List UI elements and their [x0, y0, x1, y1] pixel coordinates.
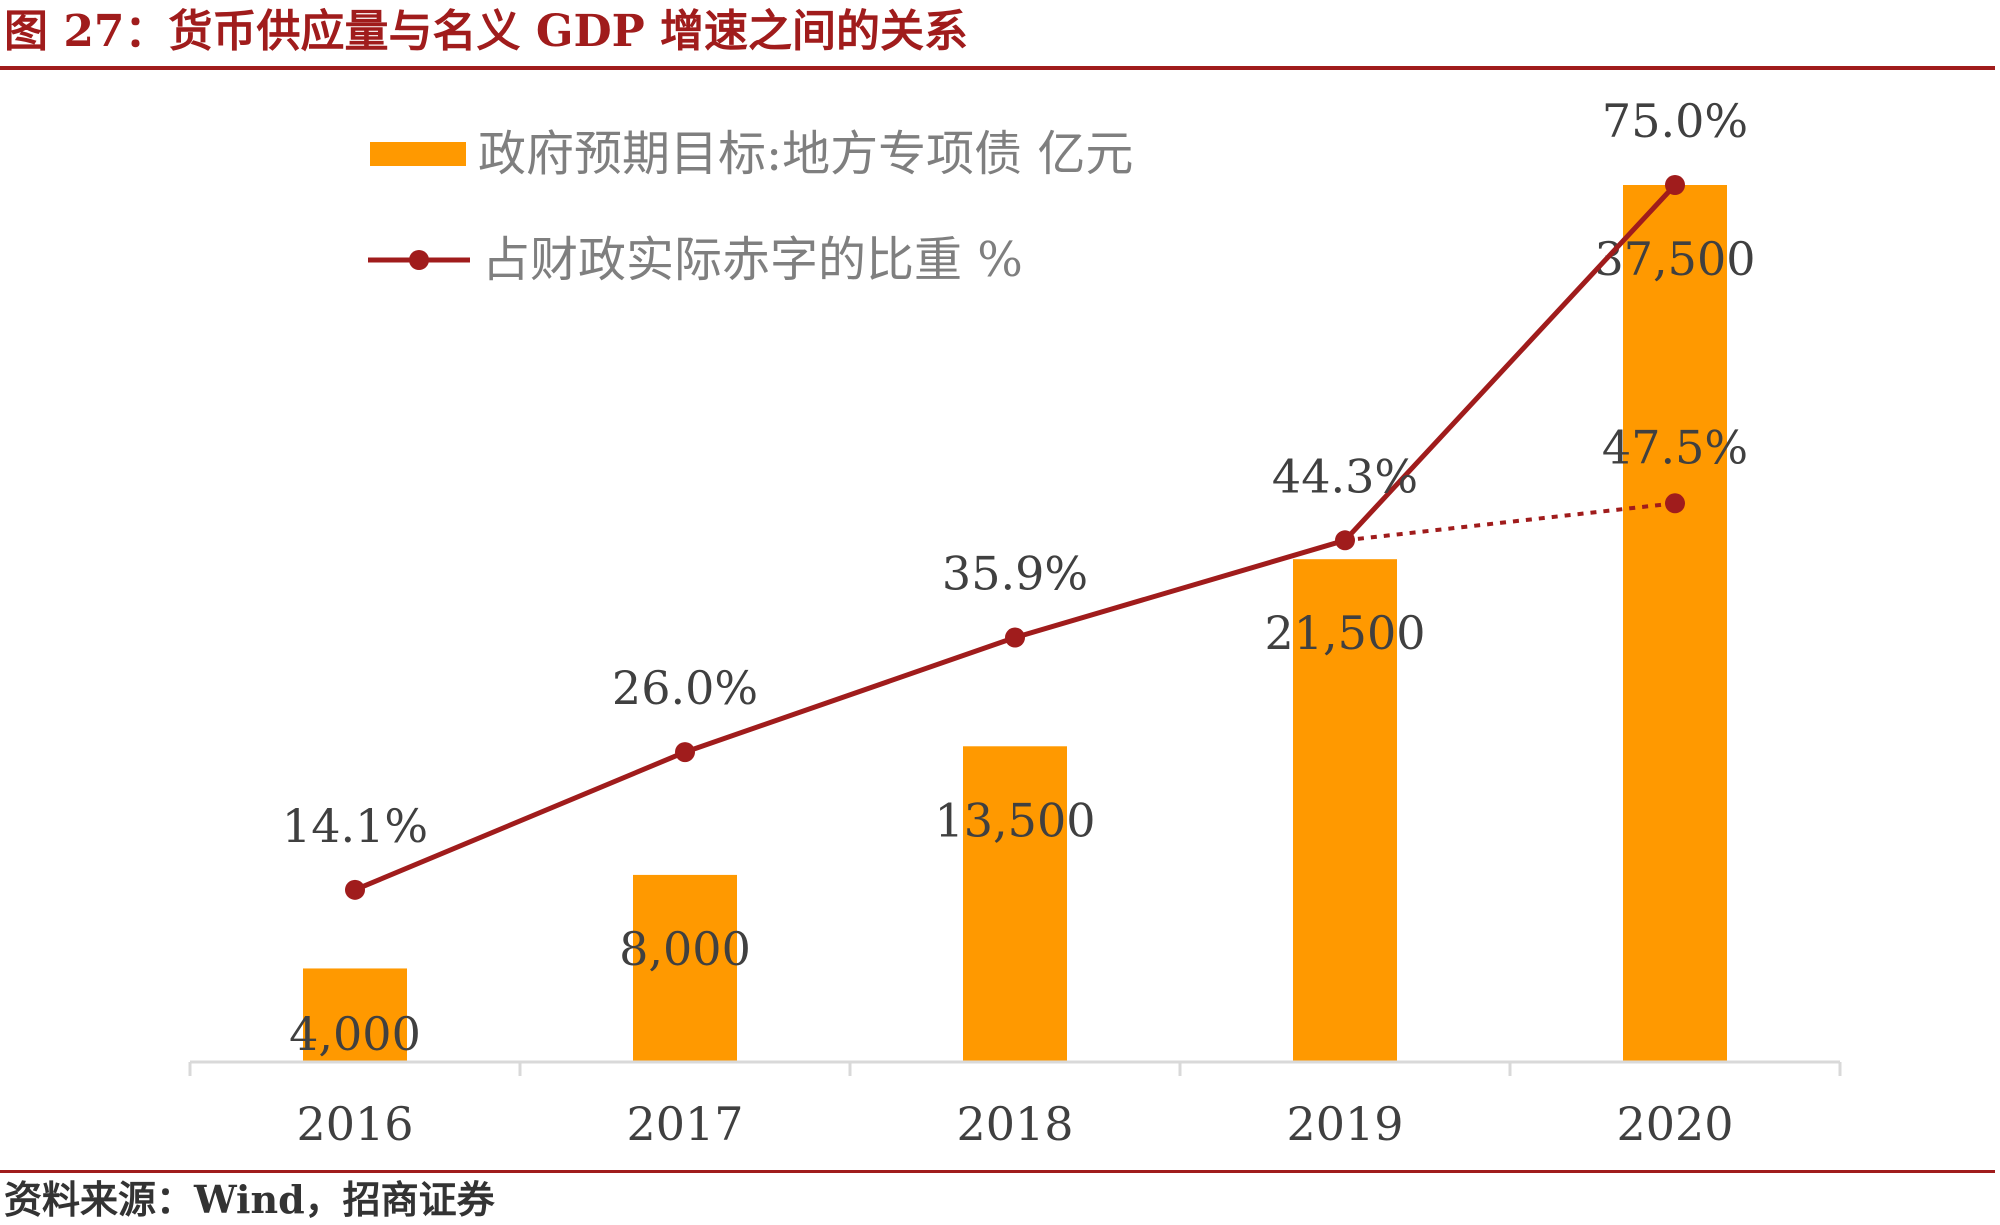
bar-label-2020: 37,500: [1595, 232, 1756, 286]
x-tick-label-2016: 2016: [296, 1097, 413, 1151]
line-point-2020: [1665, 175, 1685, 195]
bar-label-2019: 21,500: [1265, 606, 1426, 660]
legend-bar-label: 政府预期目标:地方专项债 亿元: [478, 126, 1133, 182]
title-divider: [0, 66, 1995, 70]
x-tick-label-2020: 2020: [1616, 1097, 1733, 1151]
bar-2018: [963, 746, 1067, 1062]
bar-2017: [633, 874, 737, 1062]
line-label-2020: 75.0%: [1602, 94, 1748, 148]
x-tick-label-2017: 2017: [626, 1097, 743, 1151]
projection-label-2020: 47.5%: [1602, 420, 1748, 474]
projection-dotted-line: [1344, 501, 1676, 543]
line-label-2017: 26.0%: [612, 661, 758, 715]
line-label-2016: 14.1%: [282, 799, 428, 853]
bar-label-2018: 13,500: [935, 793, 1096, 847]
legend-line-marker: [409, 250, 429, 270]
source-divider: [0, 1170, 1995, 1173]
legend-line-label: 占财政实际赤字的比重 %: [482, 232, 1023, 288]
bar-label-2017: 8,000: [619, 922, 751, 976]
bar-2020: [1623, 185, 1727, 1062]
legend-bar-swatch: [370, 142, 466, 166]
x-tick-label-2018: 2018: [956, 1097, 1073, 1151]
source-note: 资料来源：Wind，招商证券: [4, 1177, 495, 1222]
bar-label-2016: 4,000: [289, 1007, 421, 1061]
x-tick-label-2019: 2019: [1286, 1097, 1403, 1151]
line-label-2019: 44.3%: [1272, 449, 1418, 503]
figure-title: 图 27：货币供应量与名义 GDP 增速之间的关系: [4, 6, 969, 57]
bar-2019: [1293, 559, 1397, 1062]
line-point-2016: [345, 879, 365, 900]
bar-2016: [303, 968, 407, 1062]
line-point-2017: [675, 742, 695, 763]
projection-point-2020: [1665, 493, 1685, 514]
line-label-2018: 35.9%: [942, 547, 1088, 601]
line-point-2018: [1005, 627, 1025, 648]
line-point-2019: [1335, 530, 1355, 551]
